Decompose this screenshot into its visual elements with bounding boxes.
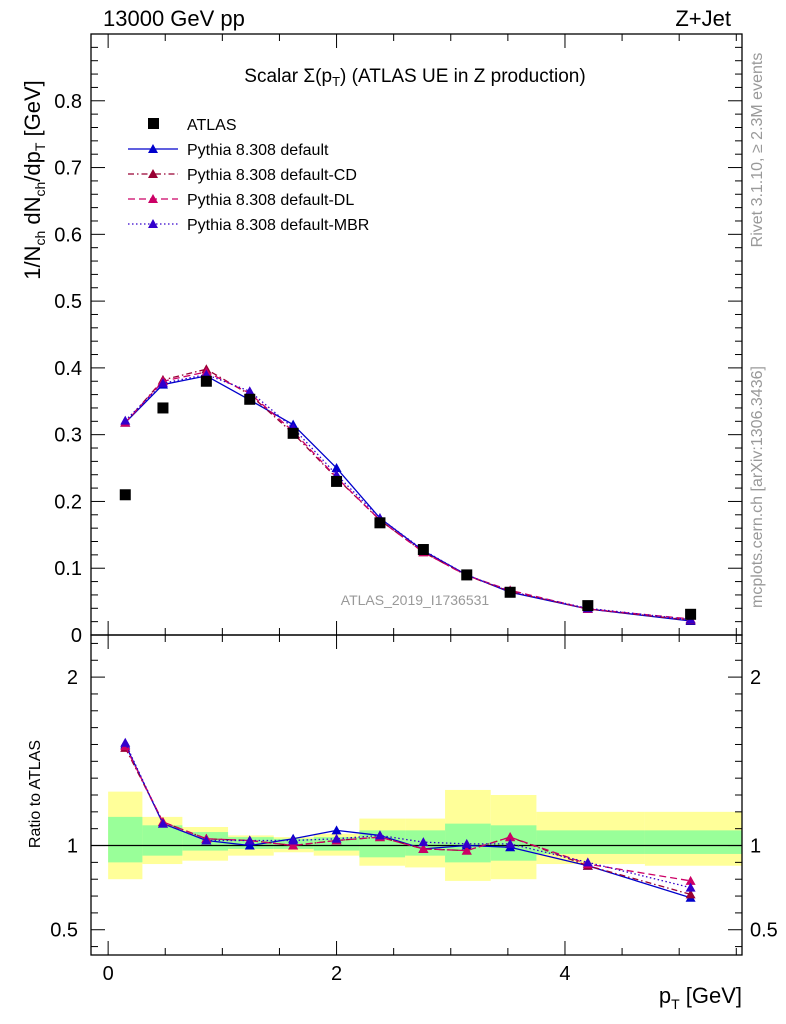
series-4-ratio-point [582, 857, 593, 867]
main-series-layer [119, 364, 697, 625]
ratio-bands [108, 789, 742, 881]
ratio-band-green [644, 830, 742, 854]
ratio-plot-frame [90, 634, 743, 956]
y-tick-label: 0.5 [54, 291, 82, 313]
series-4-ratio-point [685, 882, 696, 892]
legend-series-4-label: Pythia 8.308 default-MBR [187, 217, 369, 234]
legend-series-3-marker [148, 194, 158, 203]
legend-series-2-marker [148, 169, 158, 178]
analysis-watermark: ATLAS_2019_I1736531 [341, 592, 490, 608]
legend: ATLAS Pythia 8.308 default Pythia 8.308 de… [128, 117, 369, 234]
y-tick-label: 0.3 [54, 425, 82, 447]
legend-atlas-label: ATLAS [187, 117, 237, 134]
rivet-label: Rivet 3.1.10, ≥ 2.3M events [749, 53, 766, 248]
series-4-ratio-point [374, 830, 385, 840]
mcplots-label: mcplots.cern.ch [arXiv:1306.3436] [749, 366, 766, 608]
y-tick-label: 0.4 [54, 358, 82, 380]
y-tick-label: 0.2 [54, 491, 82, 513]
series-3-ratio-point [418, 843, 429, 853]
atlas-data-point [331, 475, 343, 487]
series-3-line [124, 371, 691, 620]
series-3-ratio-line [124, 745, 691, 882]
atlas-data-point [119, 489, 131, 501]
ratio-y-tick-label: 1 [67, 836, 78, 858]
series-4-ratio-point [244, 835, 255, 845]
series-4-ratio-point [331, 833, 342, 843]
atlas-data-point [244, 393, 256, 405]
header-right: Z+Jet [675, 6, 731, 31]
series-4-ratio-point [288, 835, 299, 845]
series-4-ratio-point [201, 835, 212, 845]
legend-series-1-marker [148, 144, 158, 153]
atlas-data-point [417, 544, 429, 556]
series-1-ratio-line [124, 744, 691, 899]
y-axis-label: 1/Nch dNch/dpT [GeV] [20, 80, 48, 280]
series-4-line [124, 373, 691, 621]
header-left: 13000 GeV pp [103, 6, 245, 31]
x-tick-label: 4 [559, 963, 570, 985]
ratio-band-green [142, 825, 183, 856]
axis-ticks [91, 33, 742, 955]
legend-series-3-label: Pythia 8.308 default-DL [187, 192, 354, 209]
y-tick-label: 0.8 [54, 91, 82, 113]
series-3-ratio-point [505, 832, 516, 842]
series-4-point [244, 386, 255, 396]
atlas-data-point [582, 600, 594, 612]
series-1-line [124, 375, 691, 622]
series-3-ratio-point [461, 845, 472, 855]
series-3-ratio-point [685, 875, 696, 885]
y-tick-label: 0.7 [54, 158, 82, 180]
series-4-ratio-point [461, 838, 472, 848]
ratio-y-tick-label-right: 1 [750, 836, 761, 858]
y-tick-label: 0 [71, 625, 82, 647]
legend-series-4-marker [148, 219, 158, 228]
series-4-point [120, 415, 131, 425]
series-4-ratio-point [120, 737, 131, 747]
legend-series-2-label: Pythia 8.308 default-CD [187, 167, 357, 184]
ratio-y-tick-label-right: 2 [750, 667, 761, 689]
atlas-data-point [200, 375, 212, 387]
legend-series-1-label: Pythia 8.308 default [187, 142, 329, 159]
y-tick-label: 0.1 [54, 558, 82, 580]
atlas-data-point [504, 586, 516, 598]
series-2-ratio-point [685, 889, 696, 899]
atlas-data-point [287, 427, 299, 439]
series-4-point [157, 378, 168, 388]
ratio-y-tick-label-right: 0.5 [750, 920, 778, 942]
series-1-ratio-point [244, 840, 255, 850]
series-3-ratio-point [288, 840, 299, 850]
ratio-series-layer [120, 737, 696, 902]
series-4-ratio-point [157, 818, 168, 828]
series-1-point [331, 463, 342, 473]
series-4-ratio-point [505, 838, 516, 848]
x-tick-label: 0 [103, 963, 114, 985]
ratio-band-green [108, 816, 143, 863]
x-axis-label: pT [GeV] [659, 983, 742, 1012]
chart-title: Scalar Σ(pT) (ATLAS UE in Z production) [244, 66, 585, 89]
ratio-y-tick-label: 2 [67, 667, 78, 689]
atlas-data-point [157, 402, 169, 414]
ratio-y-tick-label: 0.5 [50, 920, 78, 942]
atlas-data-point [685, 608, 697, 620]
x-tick-label: 2 [331, 963, 342, 985]
atlas-data-point [374, 517, 386, 529]
legend-atlas-marker [148, 118, 159, 129]
atlas-data-point [461, 569, 473, 581]
ratio-band-green [536, 830, 645, 854]
ratio-band-green [490, 825, 537, 861]
series-1-ratio-point [331, 825, 342, 835]
axis-tick-labels: 0 2 4 0 0.1 0.2 0.3 0.4 0.5 0.6 0.7 0.8 0.5 0.5 1 1 2 2 [50, 91, 778, 985]
series-4-ratio-point [418, 837, 429, 847]
ratio-y-axis-label: Ratio to ATLAS [27, 740, 44, 848]
series-2-line [124, 368, 691, 621]
y-tick-label: 0.6 [54, 224, 82, 246]
